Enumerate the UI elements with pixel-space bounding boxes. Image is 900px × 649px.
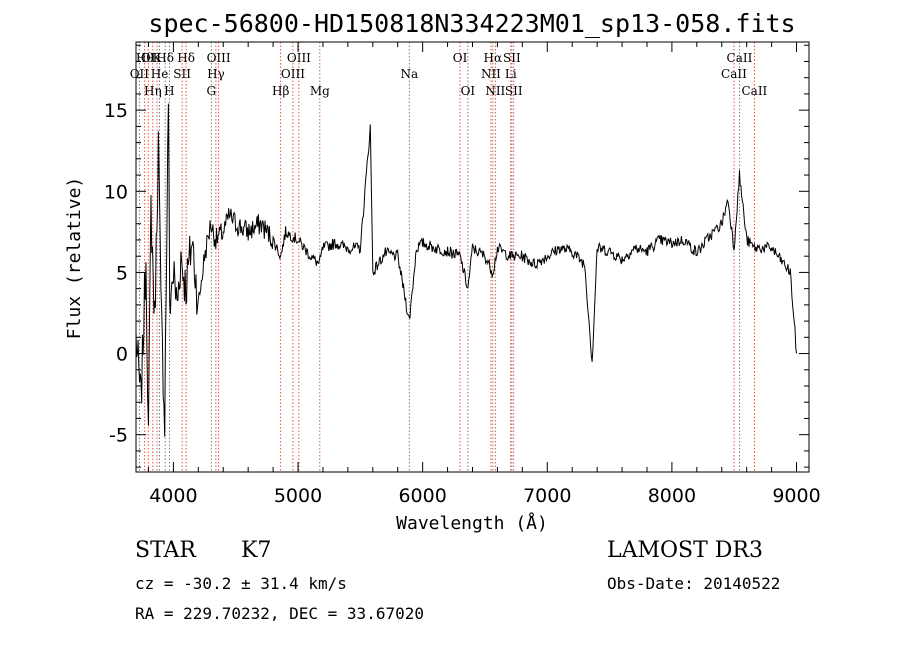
x-axis: 4000 5000 6000 7000 8000 9000	[147, 42, 821, 507]
survey-name: LAMOST DR3	[607, 538, 763, 563]
line-marker-label: CaII	[721, 67, 747, 81]
line-marker-label: OIII	[281, 67, 305, 81]
line-marker-label: OI	[453, 51, 468, 65]
line-marker-label: Hβ	[272, 84, 289, 98]
line-marker-label: SII	[505, 84, 523, 98]
x-tick-label: 8000	[648, 485, 696, 507]
line-marker-label: NII	[485, 84, 505, 98]
y-tick-label: 10	[104, 181, 128, 203]
line-marker-label: G	[206, 84, 216, 98]
line-marker-label: OIII	[287, 51, 311, 65]
x-tick-label: 9000	[772, 485, 820, 507]
line-marker-label: OIII	[207, 51, 231, 65]
line-marker-label: Hδ	[177, 51, 195, 65]
line-marker-labels: OIIHθOIHηKHeHδHSIIHδGHγOIIIHβOIIIOIIIMgN…	[130, 51, 768, 98]
obs-date: Obs-Date: 20140522	[607, 574, 781, 593]
y-axis-label: Flux (relative)	[64, 177, 85, 340]
line-marker-label: Na	[400, 67, 418, 81]
line-marker-label: Hη	[144, 84, 162, 98]
y-axis: -5 0 5 10 15	[104, 44, 809, 468]
chart-title: spec-56800-HD150818N334223M01_sp13-058.f…	[148, 9, 795, 38]
subclass: K7	[241, 538, 272, 563]
line-marker-label: NII	[481, 67, 501, 81]
line-marker-label: OI	[141, 51, 156, 65]
line-marker-label: K	[153, 51, 163, 65]
line-marker-label: Hγ	[207, 67, 225, 81]
line-marker-label: CaII	[727, 51, 753, 65]
line-marker-label: OI	[461, 84, 476, 98]
line-markers	[138, 42, 755, 472]
line-marker-label: CaII	[741, 84, 767, 98]
line-marker-label: H	[164, 84, 174, 98]
x-tick-label: 4000	[149, 485, 197, 507]
x-tick-label: 6000	[398, 485, 446, 507]
x-tick-label: 5000	[274, 485, 322, 507]
coordinates: RA = 229.70232, DEC = 33.67020	[135, 604, 424, 623]
line-marker-label: Mg	[310, 84, 330, 98]
y-tick-label: 15	[104, 100, 128, 122]
x-axis-label: Wavelength (Å)	[396, 512, 548, 534]
object-type: STAR	[135, 538, 196, 563]
x-tick-label: 7000	[523, 485, 571, 507]
y-tick-label: -5	[109, 425, 128, 447]
spectrum-line	[135, 103, 797, 437]
line-marker-label: He	[151, 67, 169, 81]
plot-frame	[135, 41, 810, 473]
line-marker-label: Li	[505, 67, 517, 81]
redshift-velocity: cz = -30.2 ± 31.4 km/s	[135, 574, 347, 593]
y-tick-label: 5	[116, 262, 128, 284]
y-tick-label: 0	[116, 344, 128, 366]
line-marker-label: SII	[503, 51, 521, 65]
line-marker-label: Hδ	[156, 51, 174, 65]
line-marker-label: OII	[130, 67, 150, 81]
line-marker-label: SII	[173, 67, 191, 81]
line-marker-label: Hα	[484, 51, 503, 65]
